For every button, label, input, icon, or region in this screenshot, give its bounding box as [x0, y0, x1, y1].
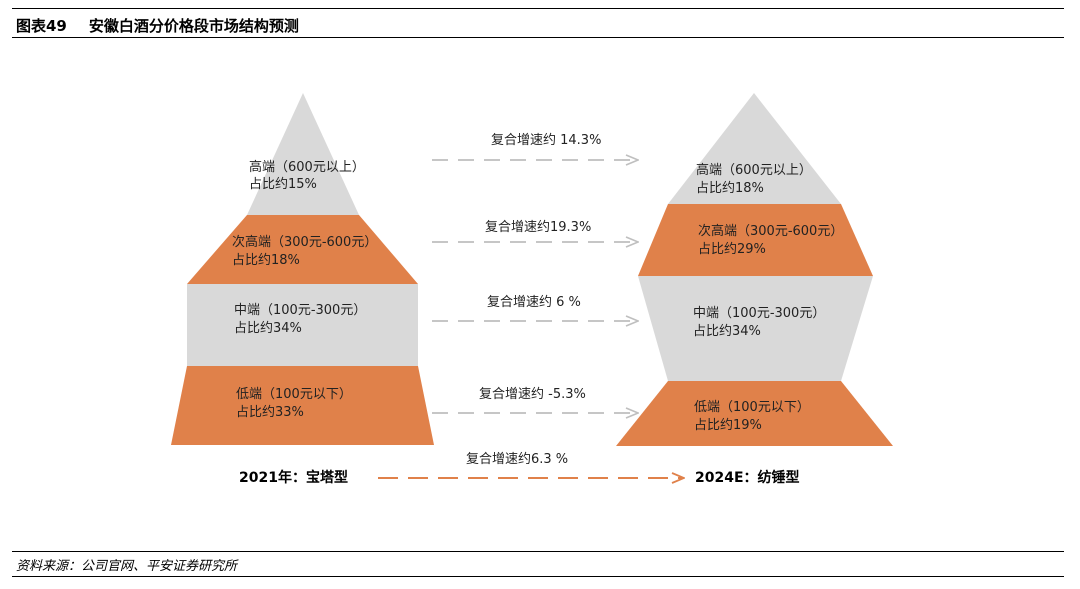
- pyramid-2021-low-end-name: 低端（100元以下）: [236, 387, 352, 402]
- spindle-2024-type-label: 2024E：纺锤型: [695, 469, 800, 486]
- pyramid-2021-high-end-name: 高端（600元以上）: [249, 159, 365, 175]
- spindle-2024-sub-high-end-share: 占比约29%: [698, 242, 766, 257]
- pyramid-2021-mid-end-name: 中端（100元-300元）: [234, 303, 366, 318]
- spindle-2024-low-end-name: 低端（100元以下）: [694, 400, 810, 415]
- spindle-2024-high-end-segment: [668, 93, 841, 204]
- low-end-growth-label: 复合增速约 -5.3%: [479, 387, 586, 402]
- spindle-2024-mid-end-share: 占比约34%: [693, 324, 761, 339]
- figure-header: 图表49 安徽白酒分价格段市场结构预测: [12, 8, 1064, 38]
- overall-transition: 复合增速约6.3 % 2021年：宝塔型 2024E：纺锤型: [239, 452, 800, 486]
- pyramid-2021-high-end-segment: [247, 93, 359, 215]
- spindle-2024-sub-high-end-name: 次高端（300元-600元）: [698, 223, 843, 239]
- sub-high-end-growth-label: 复合增速约19.3%: [485, 220, 591, 235]
- figure-title-text: 安徽白酒分价格段市场结构预测: [88, 17, 299, 35]
- figure-footer: 资料来源：公司官网、平安证券研究所: [12, 551, 1064, 577]
- pyramid-2021-low-end-share: 占比约33%: [236, 405, 304, 420]
- spindle-2024-high-end-name: 高端（600元以上）: [696, 162, 812, 178]
- pyramid-2021-mid-end-segment: [187, 284, 418, 366]
- pyramid-2021-mid-end-share: 占比约34%: [234, 321, 302, 336]
- pyramid-2021-low-end-segment: [171, 366, 434, 445]
- spindle-2024-mid-end-segment: [638, 276, 873, 381]
- pyramid-2021: 高端（600元以上） 占比约15% 次高端（300元-600元） 占比约18% …: [171, 93, 434, 445]
- spindle-2024-low-end-share: 占比约19%: [694, 418, 762, 433]
- spindle-2024-low-end-segment: [616, 381, 893, 446]
- source-note: 资料来源：公司官网、平安证券研究所: [16, 559, 238, 574]
- pyramid-2021-high-end-share: 占比约15%: [249, 177, 317, 192]
- pyramid-2021-sub-high-end-name: 次高端（300元-600元）: [232, 234, 377, 250]
- spindle-2024-sub-high-end-segment: [638, 204, 873, 276]
- spindle-2024-high-end-share: 占比约18%: [696, 181, 764, 196]
- spindle-2024: 高端（600元以上） 占比约18% 次高端（300元-600元） 占比约29% …: [616, 93, 893, 446]
- pyramid-2021-type-label: 2021年：宝塔型: [239, 469, 348, 486]
- growth-arrows: 复合增速约 14.3% 复合增速约19.3% 复合增速约 6 % 复合增速约 -…: [432, 133, 638, 413]
- overall-growth-label: 复合增速约6.3 %: [466, 452, 568, 467]
- figure-number: 图表49: [16, 17, 67, 35]
- pyramid-2021-sub-high-end-segment: [187, 215, 418, 284]
- spindle-2024-mid-end-name: 中端（100元-300元）: [693, 306, 825, 321]
- mid-end-growth-label: 复合增速约 6 %: [487, 295, 581, 310]
- pyramid-2021-sub-high-end-share: 占比约18%: [232, 253, 300, 268]
- high-end-growth-label: 复合增速约 14.3%: [491, 133, 601, 148]
- figure-title: 图表49 安徽白酒分价格段市场结构预测: [16, 15, 299, 36]
